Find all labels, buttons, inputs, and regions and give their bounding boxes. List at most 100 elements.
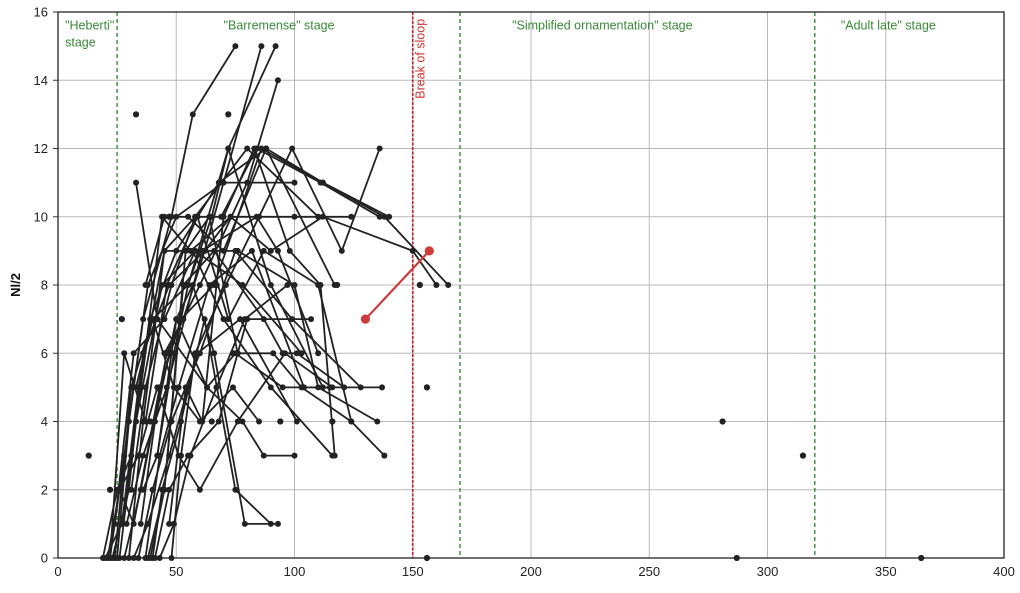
scatter-point — [213, 281, 220, 289]
data-point — [291, 213, 298, 220]
data-point — [241, 520, 248, 527]
stage-label: "Heberti" — [65, 19, 114, 33]
data-point — [135, 452, 142, 459]
highlight-series-line — [364, 250, 431, 320]
data-point — [234, 418, 241, 425]
data-point — [182, 384, 189, 391]
data-point — [111, 555, 118, 561]
data-point — [107, 555, 114, 561]
data-point — [215, 418, 222, 425]
data-point — [133, 384, 140, 391]
data-point — [220, 247, 227, 254]
data-point — [225, 145, 232, 152]
data-point — [175, 384, 182, 391]
data-point — [116, 555, 123, 561]
data-point — [201, 247, 208, 254]
data-point — [168, 282, 175, 288]
data-point — [196, 282, 203, 288]
data-point — [182, 247, 189, 254]
data-point — [381, 213, 388, 220]
data-point — [208, 213, 215, 220]
data-point — [282, 350, 289, 357]
data-point — [227, 213, 234, 220]
data-point — [161, 350, 168, 357]
data-point — [175, 452, 182, 459]
highlight-point — [424, 246, 434, 256]
y-tick-label: 0 — [41, 551, 48, 566]
scatter-point — [229, 350, 237, 357]
data-point — [116, 486, 123, 493]
highlight-series-layer — [360, 246, 434, 324]
series-line — [135, 318, 260, 423]
series-line — [118, 352, 333, 491]
scatter-point — [799, 452, 807, 459]
data-point — [329, 384, 336, 391]
x-tick-label: 200 — [520, 564, 542, 579]
x-tick-label: 100 — [284, 564, 306, 579]
series-line — [111, 45, 263, 559]
data-point — [118, 520, 125, 527]
data-point — [142, 384, 149, 391]
series-line — [163, 215, 438, 354]
scatter-point — [166, 213, 173, 220]
data-point — [291, 452, 298, 459]
data-point — [284, 282, 291, 288]
data-point — [128, 486, 135, 493]
y-tick-label: 16 — [34, 5, 48, 20]
data-point — [260, 452, 267, 459]
data-point — [248, 247, 255, 254]
data-point — [166, 520, 173, 527]
data-point — [121, 555, 128, 561]
data-point — [161, 247, 168, 254]
data-point — [149, 555, 156, 561]
scatter-point — [918, 554, 925, 562]
y-tick-label: 2 — [41, 482, 48, 497]
data-point — [142, 282, 149, 288]
data-point — [130, 555, 137, 561]
x-tick-label: 400 — [993, 564, 1015, 579]
data-point — [274, 77, 281, 84]
data-point — [348, 418, 355, 425]
x-tick-label: 300 — [757, 564, 779, 579]
data-point — [433, 282, 440, 288]
data-point — [241, 316, 248, 323]
scatter-layer — [85, 111, 925, 562]
series-line — [135, 182, 330, 389]
data-point — [293, 350, 300, 357]
data-point — [230, 384, 237, 391]
highlight-point — [360, 314, 371, 324]
data-point — [180, 316, 187, 323]
data-point — [170, 520, 177, 527]
data-point — [206, 282, 213, 288]
data-point — [319, 179, 326, 186]
data-point — [194, 213, 201, 220]
stage-label: "Adult late" stage — [841, 19, 936, 33]
scatter-point — [333, 281, 341, 289]
data-point — [140, 486, 147, 493]
series-line — [113, 45, 277, 559]
scatter-point — [423, 554, 431, 562]
data-point — [166, 486, 173, 493]
scatter-point — [147, 418, 154, 425]
data-point — [244, 145, 251, 152]
scatter-point — [277, 418, 284, 425]
data-point — [267, 384, 274, 391]
data-point — [445, 282, 452, 288]
y-tick-label: 10 — [34, 209, 48, 224]
data-point — [173, 316, 180, 323]
data-point — [151, 418, 158, 425]
scatter-point — [225, 111, 232, 118]
series-layer — [99, 43, 452, 561]
data-point — [185, 282, 192, 288]
data-point — [149, 316, 156, 323]
scatter-point — [423, 384, 431, 391]
data-point — [187, 452, 194, 459]
x-tick-label: 50 — [169, 564, 183, 579]
scatter-point — [719, 418, 726, 425]
scatter-point — [132, 111, 140, 118]
data-point — [135, 555, 142, 561]
data-point — [376, 145, 383, 152]
data-point — [232, 43, 239, 50]
